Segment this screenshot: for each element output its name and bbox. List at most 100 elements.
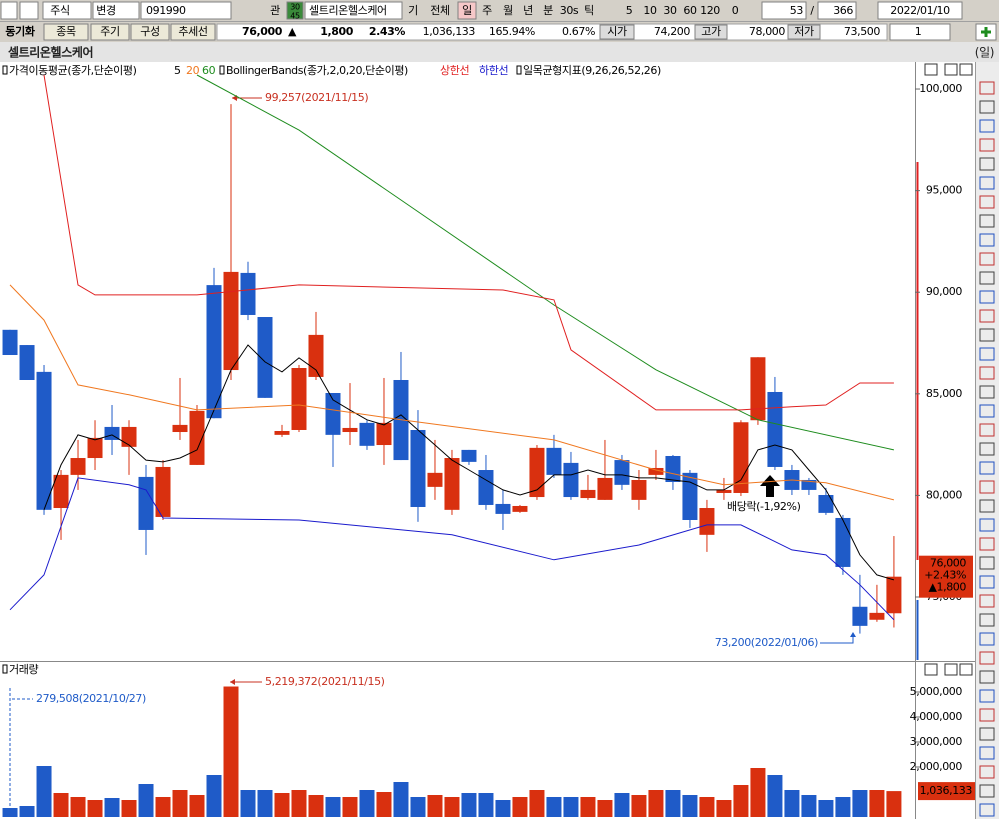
dividend-arrow: [760, 475, 780, 497]
toolbar-label: 76,000: [242, 25, 283, 38]
toolbar-label: 091990: [146, 4, 186, 17]
pane-button: [959, 63, 973, 76]
toolbar-label: 30: [663, 4, 677, 17]
toolbar-label: 10: [643, 4, 657, 17]
toolbar-label: 73,500: [844, 25, 880, 38]
candle-body: [767, 391, 783, 467]
toolbar-label: 74,200: [654, 25, 690, 38]
tool-icon: [979, 233, 995, 247]
pane-button: [924, 663, 938, 676]
toolbar-label: 주식: [50, 4, 69, 17]
volume-bar: [308, 795, 324, 817]
candle-body: [529, 447, 545, 498]
volume-bar: [393, 782, 409, 817]
candle-body: [53, 474, 69, 509]
indicator-line: [196, 74, 895, 451]
candle-body: [835, 517, 851, 567]
legend-entry: 5: [174, 64, 181, 77]
toolbar-label: 2.43%: [369, 25, 406, 38]
tool-icon: [979, 347, 995, 361]
toolbar-label: 고가: [701, 25, 721, 38]
candle-body: [138, 476, 154, 530]
candle-body: [206, 285, 222, 419]
volume-bar: [410, 797, 426, 817]
button: [457, 1, 477, 20]
button: [0, 1, 18, 20]
button: [170, 23, 216, 41]
volume-bar: [716, 800, 732, 817]
candle-body: [546, 447, 562, 475]
volume-bar: [36, 766, 52, 817]
toolbar-label: 분: [543, 4, 553, 17]
button: [92, 1, 140, 20]
button: [761, 1, 807, 20]
chart-title: 셀트리온헬스케어: [8, 45, 93, 60]
candle-body: [240, 272, 256, 315]
volume-bar: [886, 791, 902, 817]
annotation: 5,219,372(2021/11/15): [265, 675, 385, 688]
candle-body: [2, 329, 18, 356]
volume-bar: [597, 800, 613, 817]
volume-bar: [87, 800, 103, 817]
toolbar-label: 주기: [100, 25, 119, 38]
candle-body: [495, 503, 511, 514]
candle-body: [19, 345, 35, 380]
candle-body: [733, 422, 749, 493]
candle-body: [70, 458, 86, 475]
toolbar-label: 월: [503, 4, 513, 17]
tool-icon: [979, 575, 995, 589]
candle-body: [172, 424, 188, 433]
last-volume-label: 1,036,133: [920, 784, 973, 797]
volume-bar: [546, 797, 562, 817]
button: [787, 24, 821, 40]
button: [599, 24, 635, 40]
tool-icon: [979, 727, 995, 741]
candle-body: [682, 472, 698, 520]
legend-bb: BollingerBands(종가,2,0,20,단순이평): [226, 64, 408, 77]
volume-bar: [19, 806, 35, 817]
volume-bar: [580, 797, 596, 817]
y-tick-label: 2,000,000: [910, 760, 963, 773]
volume-bar: [512, 797, 528, 817]
volume-bar: [138, 784, 154, 817]
candle-body: [631, 479, 647, 500]
button: [286, 1, 304, 20]
side-toolbar: [975, 62, 999, 819]
volume-bar: [189, 795, 205, 817]
candle-body: [461, 449, 477, 462]
title-bar: [0, 42, 999, 62]
toolbar-label: 기: [408, 4, 418, 17]
volume-bar: [223, 686, 239, 817]
volume-bar: [2, 808, 18, 817]
toolbar-label: 53: [790, 4, 804, 17]
tool-icon: [979, 746, 995, 760]
tool-icon: [979, 214, 995, 228]
candle-body: [869, 612, 885, 620]
y-tick-label: 95,000: [926, 184, 962, 197]
volume-bar: [648, 790, 664, 817]
volume-bar: [376, 792, 392, 817]
tool-icon: [979, 195, 995, 209]
toolbar-label: 45: [290, 12, 300, 21]
toolbar-label: 78,000: [749, 25, 785, 38]
tool-icon: [979, 138, 995, 152]
candle-body: [121, 426, 137, 447]
price-pane: [0, 62, 915, 660]
tool-icon: [979, 594, 995, 608]
tool-icon: [979, 157, 995, 171]
volume-bar: [444, 797, 460, 817]
legend-entry: 상한선: [440, 64, 469, 77]
candle-body: [87, 437, 103, 459]
last-price-label: +2.43%: [924, 569, 966, 582]
volume-bar: [427, 795, 443, 817]
volume-bar: [325, 797, 341, 817]
volume-bar: [53, 793, 69, 817]
volume-bar: [155, 797, 171, 817]
candle-body: [597, 477, 613, 500]
volume-bar: [478, 793, 494, 817]
volume-bar: [291, 790, 307, 817]
volume-bar: [257, 790, 273, 817]
pane-button: [944, 663, 958, 676]
volume-title: 거래량: [9, 663, 38, 676]
tool-icon: [979, 271, 995, 285]
